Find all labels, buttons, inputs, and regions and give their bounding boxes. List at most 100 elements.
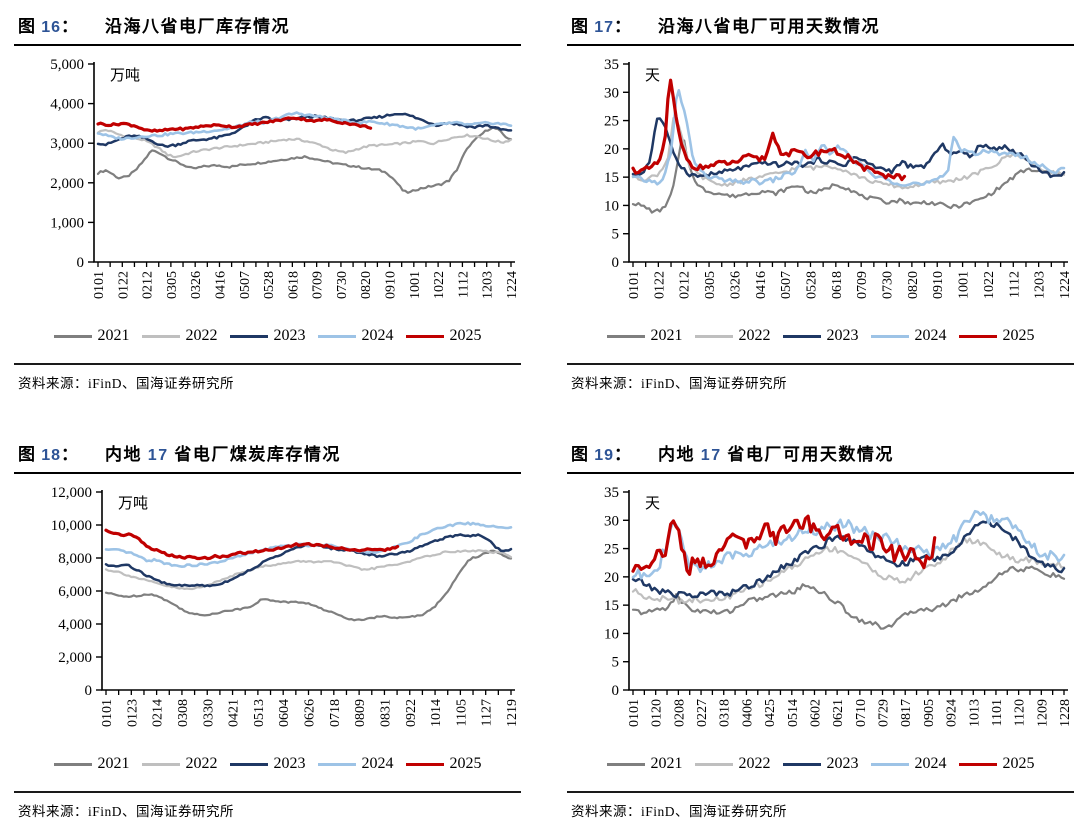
x-tick-label: 0416 — [213, 271, 228, 299]
legend-item-2023: 2023 — [229, 327, 306, 345]
y-tick-label: 5,000 — [50, 57, 84, 73]
x-tick-label: 0227 — [695, 699, 710, 727]
figure-block-17: 图 17： 沿海八省电厂可用天数情况 0 5 10 15 20 25 30 35 0101 012… — [567, 10, 1074, 392]
x-tick-label: 0709 — [855, 271, 870, 299]
x-tick-label: 0528 — [262, 271, 277, 299]
x-tick-label: 0730 — [335, 271, 350, 299]
legend-year-2023: 2023 — [826, 327, 859, 344]
x-tick-label: 1014 — [429, 699, 444, 727]
legend-item-2023: 2023 — [782, 755, 859, 773]
x-tick-label: 0528 — [804, 271, 819, 299]
x-tick-label: 0910 — [384, 271, 399, 299]
legend-year-2024: 2024 — [914, 327, 947, 344]
legend-swatch-2021 — [606, 762, 645, 766]
figure-19-heading: 内地 17 省电厂可用天数情况 — [658, 445, 894, 464]
axis — [101, 490, 515, 691]
y-tick-label: 0 — [85, 683, 93, 699]
series-line-2021 — [96, 126, 513, 194]
figure-16-title-row: 图 16： 沿海八省电厂库存情况 — [14, 10, 521, 46]
series-line-2025 — [631, 514, 937, 576]
legend-swatch-2025 — [405, 334, 444, 338]
legend-year-2023: 2023 — [273, 755, 306, 772]
x-tick-label: 0820 — [906, 271, 921, 299]
figure-19-label: 图 19： — [571, 445, 633, 464]
x-tick-label: 1105 — [454, 699, 469, 726]
x-tick-label: 0208 — [672, 699, 687, 727]
figure-19-title-row: 图 19： 内地 17 省电厂可用天数情况 — [567, 438, 1074, 474]
figure-16-label: 图 16： — [18, 17, 80, 36]
x-tick-label: 0729 — [877, 699, 892, 727]
y-tick-label: 12,000 — [51, 485, 92, 501]
x-tick-label: 1224 — [1058, 271, 1073, 299]
y-tick-label: 30 — [604, 513, 619, 529]
legend-swatch-2023 — [229, 334, 268, 338]
x-tick-label: 0101 — [627, 699, 642, 727]
y-tick-label: 20 — [604, 142, 619, 158]
legend-item-2022: 2022 — [694, 327, 771, 345]
x-tick-label: 0326 — [728, 271, 743, 299]
y-tick-label: 2,000 — [58, 650, 92, 666]
y-tick-label: 8,000 — [58, 551, 92, 567]
legend-year-2022: 2022 — [738, 755, 771, 772]
series-line-2024 — [631, 509, 1066, 580]
legend-chart-17: 2021 2022 2023 2024 2025 — [567, 325, 1074, 347]
legend-item-2022: 2022 — [141, 755, 218, 773]
legend-swatch-2024 — [870, 334, 909, 338]
y-tick-label: 6,000 — [58, 584, 92, 600]
legend-year-2023: 2023 — [826, 755, 859, 772]
y-tick-label: 15 — [604, 598, 619, 614]
x-tick-label: 0318 — [718, 699, 733, 727]
chart-svg: 0 1,000 2,000 3,000 4,000 5,000 0101 0122 0212 03… — [50, 57, 520, 299]
y-tick-label: 25 — [604, 114, 619, 130]
x-tick-label: 1228 — [1058, 699, 1073, 727]
axis — [93, 62, 515, 263]
legend-item-2025: 2025 — [405, 755, 482, 773]
legend-year-2024: 2024 — [361, 327, 394, 344]
legend-item-2025: 2025 — [405, 327, 482, 345]
chart-svg: 0 2,000 4,000 6,000 8,000 10,000 12,000 0101 012… — [51, 485, 520, 727]
y-tick-label: 5 — [612, 227, 620, 243]
x-tick-label: 1224 — [505, 271, 520, 299]
series-line-2025 — [96, 116, 373, 133]
legend-year-2023: 2023 — [273, 327, 306, 344]
y-tick-label: 4,000 — [58, 617, 92, 633]
legend-year-2022: 2022 — [185, 755, 218, 772]
figure-17-heading: 沿海八省电厂可用天数情况 — [658, 17, 881, 36]
y-tick-label: 0 — [77, 255, 85, 271]
figure-18-label: 图 18： — [18, 445, 80, 464]
y-tick-label: 10,000 — [51, 518, 92, 534]
x-tick-label: 1209 — [1035, 699, 1050, 727]
legend-swatch-2022 — [141, 762, 180, 766]
figure-block-16: 图 16： 沿海八省电厂库存情况 0 1,000 2,000 3,000 4,000 5,… — [14, 10, 521, 392]
y-tick-label: 2,000 — [50, 176, 84, 192]
x-tick-label: 0214 — [151, 699, 166, 727]
legend-item-2025: 2025 — [958, 755, 1035, 773]
legend-swatch-2021 — [606, 334, 645, 338]
x-tick-label: 0120 — [650, 699, 665, 727]
x-tick-label: 0101 — [92, 271, 107, 299]
x-tick-label: 0604 — [277, 699, 292, 727]
legend-swatch-2024 — [317, 762, 356, 766]
y-tick-label: 15 — [604, 170, 619, 186]
x-tick-label: 1112 — [456, 271, 471, 298]
x-tick-label: 1001 — [408, 271, 423, 299]
figure-17-label: 图 17： — [571, 17, 633, 36]
legend-item-2024: 2024 — [870, 755, 947, 773]
x-tick-label: 1001 — [957, 271, 972, 299]
x-tick-label: 0809 — [353, 699, 368, 727]
x-tick-label: 1022 — [432, 271, 447, 299]
chart-inland-inventory: 0 2,000 4,000 6,000 8,000 10,000 12,000 0101 012… — [14, 480, 521, 751]
x-tick-label: 0905 — [922, 699, 937, 727]
x-tick-label: 0710 — [854, 699, 869, 727]
legend-item-2022: 2022 — [141, 327, 218, 345]
legend-swatch-2023 — [229, 762, 268, 766]
y-tick-label: 0 — [612, 255, 620, 271]
x-tick-label: 1120 — [1013, 699, 1028, 726]
y-tick-label: 25 — [604, 542, 619, 558]
x-tick-label: 0507 — [779, 271, 794, 299]
legend-swatch-2022 — [694, 762, 733, 766]
y-tick-label: 35 — [604, 485, 619, 501]
x-tick-label: 0326 — [189, 271, 204, 299]
y-tick-label: 1,000 — [50, 215, 84, 231]
figure-grid: 图 16： 沿海八省电厂库存情况 0 1,000 2,000 3,000 4,000 5,… — [14, 10, 1074, 820]
